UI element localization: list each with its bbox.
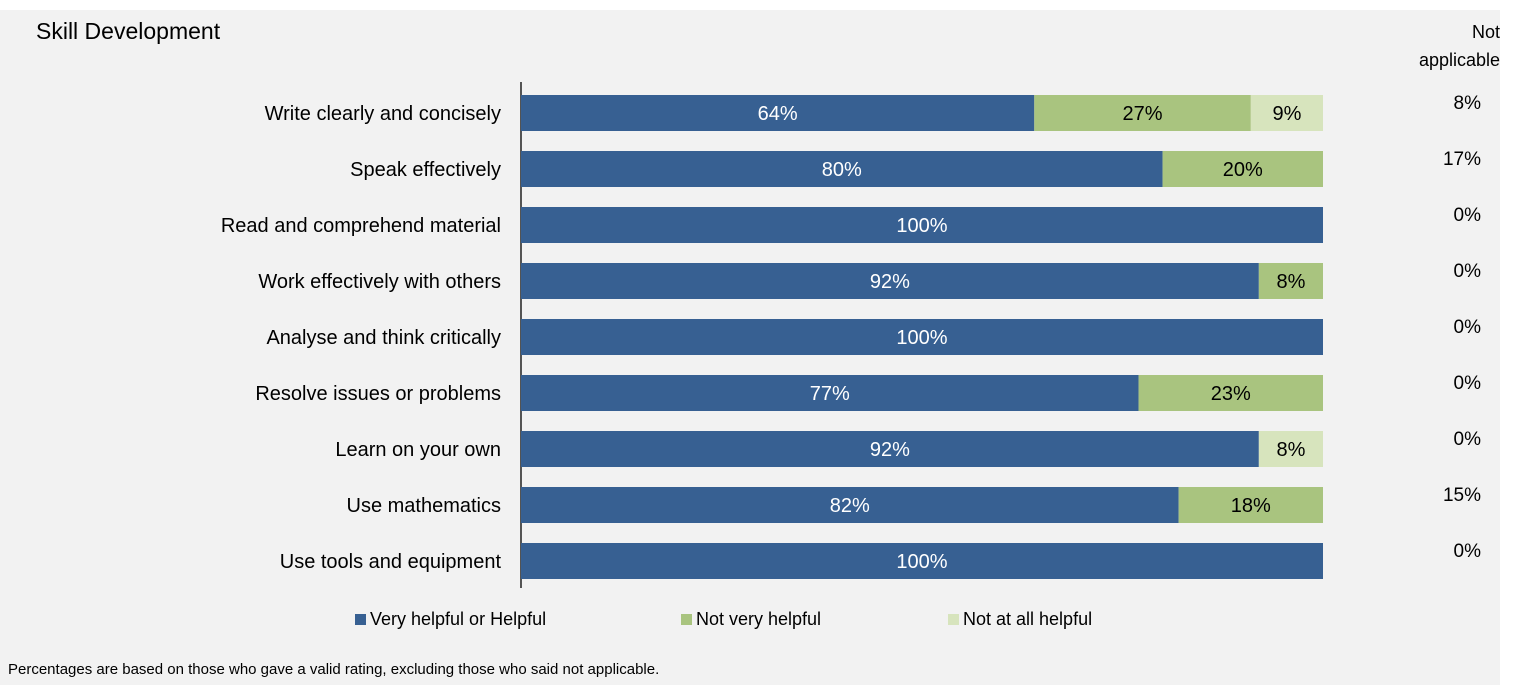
bar-very-helpful-or-helpful-use-tools-and-equipment xyxy=(521,543,1323,579)
bar-not-very-helpful-work-effectively-with-others xyxy=(1258,263,1323,299)
bar-very-helpful-or-helpful-learn-on-your-own xyxy=(521,431,1259,467)
legend-item-not-very-helpful: Not very helpful xyxy=(681,609,821,630)
bar-very-helpful-or-helpful-analyse-and-think-critically xyxy=(521,319,1323,355)
not-applicable-value-learn-on-your-own: 0% xyxy=(1454,429,1482,450)
legend-label-very-helpful: Very helpful or Helpful xyxy=(370,609,547,629)
data-label-not-very-helpful-write-clearly-and-concisely: 27% xyxy=(1123,103,1163,125)
not-applicable-header: Not applicable xyxy=(1390,18,1500,74)
not-applicable-value-speak-effectively: 17% xyxy=(1443,149,1481,170)
data-label-not-very-helpful-use-mathematics: 18% xyxy=(1231,495,1271,517)
chart-legend: Very helpful or Helpful Not very helpful… xyxy=(355,609,1255,633)
bar-not-at-all-helpful-learn-on-your-own xyxy=(1258,431,1323,467)
not-applicable-header-line-1: Not xyxy=(1471,22,1500,42)
bar-not-at-all-helpful-write-clearly-and-concisely xyxy=(1250,95,1323,131)
category-label-resolve-issues-or-problems: Resolve issues or problems xyxy=(255,383,501,405)
bar-very-helpful-or-helpful-read-and-comprehend-material xyxy=(521,207,1323,243)
category-label-write-clearly-and-concisely: Write clearly and concisely xyxy=(265,103,501,125)
data-label-very-helpful-or-helpful-read-and-comprehend-material: 100% xyxy=(896,215,947,237)
data-label-very-helpful-or-helpful-analyse-and-think-critically: 100% xyxy=(896,327,947,349)
not-applicable-value-work-effectively-with-others: 0% xyxy=(1454,261,1482,282)
bar-very-helpful-or-helpful-use-mathematics xyxy=(521,487,1179,523)
bar-very-helpful-or-helpful-resolve-issues-or-problems xyxy=(521,375,1139,411)
category-label-use-mathematics: Use mathematics xyxy=(347,495,502,517)
bar-not-very-helpful-resolve-issues-or-problems xyxy=(1138,375,1323,411)
data-label-not-at-all-helpful-write-clearly-and-concisely: 9% xyxy=(1272,103,1301,125)
legend-item-not-at-all-helpful: Not at all helpful xyxy=(948,609,1092,630)
legend-swatch-not-at-all-helpful xyxy=(948,614,959,625)
bar-not-very-helpful-use-mathematics xyxy=(1178,487,1323,523)
category-label-analyse-and-think-critically: Analyse and think critically xyxy=(266,327,501,349)
data-label-very-helpful-or-helpful-learn-on-your-own: 92% xyxy=(870,439,910,461)
data-label-very-helpful-or-helpful-work-effectively-with-others: 92% xyxy=(870,271,910,293)
legend-swatch-very-helpful xyxy=(355,614,366,625)
legend-item-very-helpful: Very helpful or Helpful xyxy=(355,609,546,630)
bar-very-helpful-or-helpful-work-effectively-with-others xyxy=(521,263,1259,299)
data-label-not-very-helpful-resolve-issues-or-problems: 23% xyxy=(1211,383,1251,405)
legend-label-not-at-all-helpful: Not at all helpful xyxy=(963,609,1093,629)
data-label-very-helpful-or-helpful-use-mathematics: 82% xyxy=(830,495,870,517)
not-applicable-value-write-clearly-and-concisely: 8% xyxy=(1454,93,1482,114)
category-label-work-effectively-with-others: Work effectively with others xyxy=(258,271,501,293)
not-applicable-value-analyse-and-think-critically: 0% xyxy=(1454,317,1482,338)
not-applicable-value-use-mathematics: 15% xyxy=(1443,485,1481,506)
bar-not-very-helpful-write-clearly-and-concisely xyxy=(1034,95,1251,131)
data-label-not-at-all-helpful-learn-on-your-own: 8% xyxy=(1276,439,1305,461)
chart-footnote: Percentages are based on those who gave … xyxy=(8,661,660,678)
not-applicable-header-line-2: applicable xyxy=(1418,50,1500,70)
bar-very-helpful-or-helpful-write-clearly-and-concisely xyxy=(521,95,1035,131)
legend-label-not-very-helpful: Not very helpful xyxy=(696,609,822,629)
legend-swatch-not-very-helpful xyxy=(681,614,692,625)
chart-title: Skill Development xyxy=(36,18,221,44)
data-label-very-helpful-or-helpful-use-tools-and-equipment: 100% xyxy=(896,551,947,573)
data-label-not-very-helpful-speak-effectively: 20% xyxy=(1223,159,1263,181)
bar-very-helpful-or-helpful-speak-effectively xyxy=(521,151,1163,187)
category-label-learn-on-your-own: Learn on your own xyxy=(335,439,501,461)
category-label-read-and-comprehend-material: Read and comprehend material xyxy=(221,215,501,237)
not-applicable-value-read-and-comprehend-material: 0% xyxy=(1454,205,1482,226)
not-applicable-value-resolve-issues-or-problems: 0% xyxy=(1454,373,1482,394)
data-label-very-helpful-or-helpful-write-clearly-and-concisely: 64% xyxy=(758,103,798,125)
category-label-use-tools-and-equipment: Use tools and equipment xyxy=(280,551,502,573)
category-label-speak-effectively: Speak effectively xyxy=(350,159,501,181)
bar-not-very-helpful-speak-effectively xyxy=(1162,151,1323,187)
not-applicable-value-use-tools-and-equipment: 0% xyxy=(1454,541,1482,562)
data-label-very-helpful-or-helpful-resolve-issues-or-problems: 77% xyxy=(810,383,850,405)
data-label-very-helpful-or-helpful-speak-effectively: 80% xyxy=(822,159,862,181)
data-label-not-very-helpful-work-effectively-with-others: 8% xyxy=(1276,271,1305,293)
